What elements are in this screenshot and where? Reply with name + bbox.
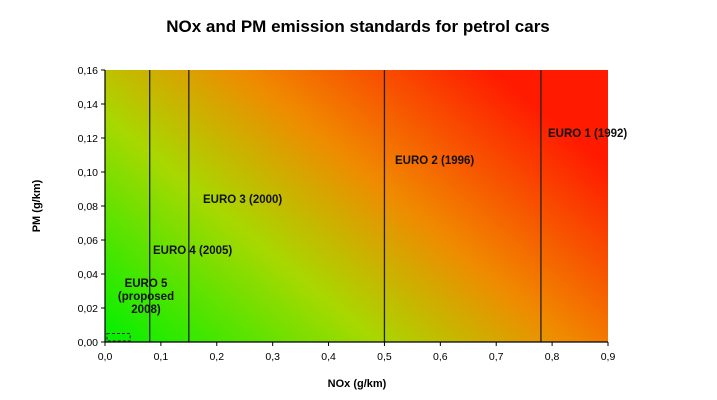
x-tick-label: 0,3 [265,351,280,363]
x-tick-label: 0,8 [545,351,560,363]
region-label: EURO 4 (2005) [153,245,232,257]
y-tick-label: 0,12 [78,133,99,145]
y-tick-label: 0,02 [78,303,99,315]
y-tick-label: 0,04 [78,269,99,281]
euro5-limit-box [106,333,131,342]
x-tick-label: 0,5 [377,351,392,363]
region-label: EURO 1 (1992) [548,128,627,140]
x-tick-label: 0,4 [321,351,336,363]
x-tick-label: 0,0 [98,351,113,363]
region-label-euro5: 2008) [131,304,161,316]
region-label: EURO 3 (2000) [203,194,282,206]
y-tick-label: 0,10 [78,167,99,179]
y-axis-label: PM (g/km) [31,179,43,232]
x-tick-label: 0,6 [433,351,448,363]
region-label-euro5: EURO 5 [125,278,168,290]
plot-area [105,70,608,342]
x-tick-label: 0,9 [601,351,616,363]
y-tick-label: 0,16 [78,65,99,77]
region-label-euro5: (proposed [118,291,174,303]
x-tick-label: 0,1 [154,351,169,363]
x-tick-label: 0,7 [489,351,504,363]
y-tick-label: 0,00 [78,337,99,349]
chart-title: NOx and PM emission standards for petrol… [166,17,550,36]
x-axis-label: NOx (g/km) [328,378,387,390]
x-tick-label: 0,2 [209,351,224,363]
region-label: EURO 2 (1996) [395,155,474,167]
y-tick-label: 0,14 [78,99,99,111]
y-tick-label: 0,08 [78,201,99,213]
y-tick-label: 0,06 [78,235,99,247]
